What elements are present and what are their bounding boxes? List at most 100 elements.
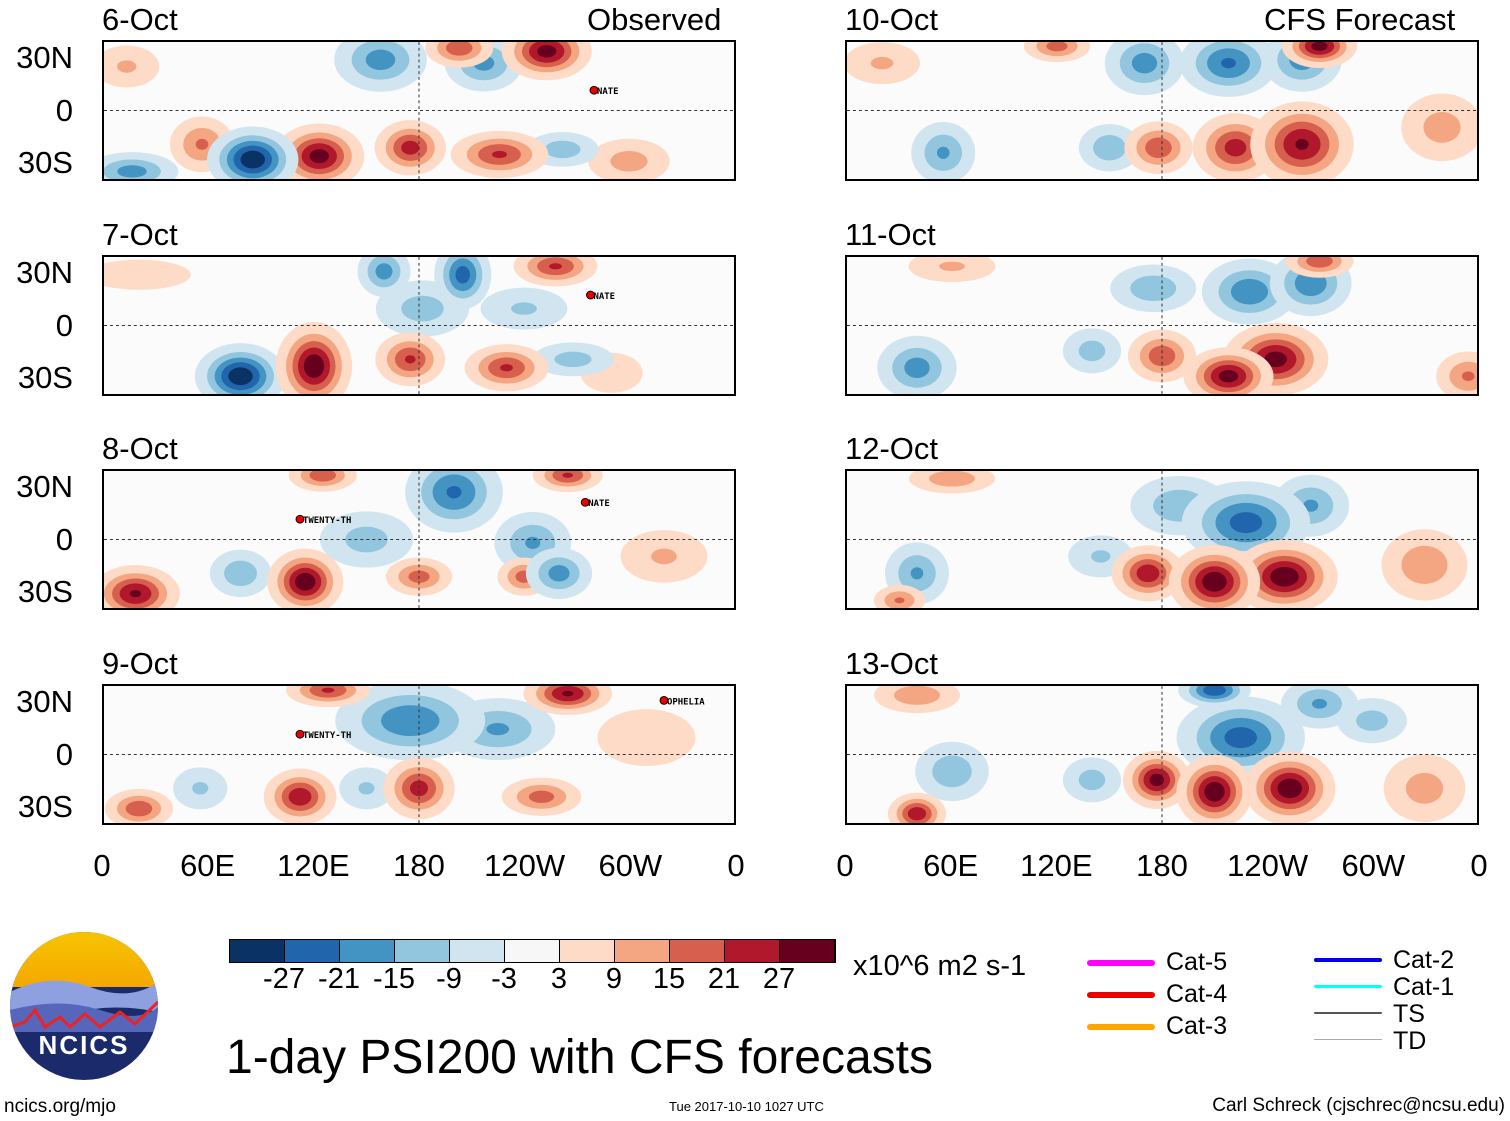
lon-label: 180 [393, 848, 445, 883]
lon-label: 60E [180, 848, 236, 883]
map-panel [845, 40, 1479, 181]
anomaly-contour [932, 755, 972, 788]
lat-label: 30N [16, 255, 73, 291]
anomaly-contour [309, 471, 337, 482]
anomaly-contour [1264, 351, 1287, 368]
lat-label: 30N [16, 684, 73, 720]
colorbar-tick-label: -3 [491, 963, 517, 995]
units-label: x10^6 m2 s-1 [853, 950, 1027, 982]
panel-date: 9-Oct [102, 646, 178, 681]
site-link[interactable]: ncics.org/mjo [4, 1096, 116, 1117]
anomaly-contour [240, 150, 265, 169]
anomaly-contour [1221, 57, 1236, 69]
legend-line [1087, 992, 1155, 998]
anomaly-contour [1230, 278, 1269, 305]
author-credit: Carl Schreck (cjschrec@ncsu.edu) [1212, 1095, 1505, 1116]
map-panel: TWENTY-TH OPHELIA [102, 684, 736, 825]
lat-label: 30S [17, 144, 73, 180]
anomaly-contour [910, 567, 924, 580]
anomaly-contour [129, 589, 142, 598]
anomaly-contour [1277, 778, 1302, 799]
anomaly-contour [562, 690, 574, 697]
colorbar-tick-label: 15 [652, 963, 686, 995]
storm-marker [295, 729, 305, 739]
storm-marker [589, 85, 599, 95]
colorbar-swatch [340, 940, 395, 962]
anomaly-contour [1224, 727, 1258, 749]
anomaly-contour [1202, 571, 1227, 592]
legend-line [1314, 958, 1382, 962]
colorbar-swatch [505, 940, 560, 962]
storm-label: OPHELIA [667, 697, 705, 707]
storm-label: TWENTY-TH [303, 731, 351, 741]
anomaly-contour [597, 709, 696, 767]
anomaly-contour [486, 723, 510, 736]
panel-date: 8-Oct [102, 431, 178, 466]
anomaly-contour [544, 140, 581, 159]
anomaly-contour [358, 782, 375, 795]
colorbar-swatch [230, 940, 285, 962]
anomaly-contour [928, 471, 976, 487]
legend-label: TS [1393, 1000, 1425, 1028]
anomaly-contour [1405, 772, 1444, 804]
anomaly-contour [651, 548, 677, 565]
lon-label: 180 [1136, 848, 1188, 883]
anomaly-contour [904, 357, 930, 378]
anomaly-contour [1130, 275, 1177, 302]
colorbar-swatch [560, 940, 615, 962]
panel-date: 11-Oct [845, 217, 936, 252]
colorbar-tick-label: 27 [762, 963, 796, 995]
lat-label: 30N [16, 40, 73, 76]
lon-label: 120E [277, 848, 350, 883]
anomaly-contour [445, 42, 473, 56]
anomaly-contour [936, 146, 950, 159]
anomaly-contour [321, 687, 335, 693]
anomaly-contour [1093, 134, 1126, 161]
lat-label: 0 [55, 307, 73, 343]
anomaly-contour [1303, 499, 1319, 512]
anomaly-contour [117, 60, 137, 73]
logo-text: NCICS [38, 1030, 130, 1060]
colorbar-tick-label: 21 [707, 963, 741, 995]
anomaly-contour [1423, 112, 1461, 143]
anomaly-contour [528, 790, 555, 803]
legend-label: Cat-2 [1393, 946, 1455, 974]
anomaly-contour [1136, 564, 1160, 583]
anomaly-contour [401, 295, 444, 322]
anomaly-contour [492, 150, 507, 159]
lon-label: 0 [836, 848, 854, 883]
anomaly-contour [224, 560, 257, 587]
colorbar-swatch [780, 940, 835, 962]
timestamp: Tue 2017-10-10 1027 UTC [669, 1099, 824, 1114]
anomaly-contour [549, 263, 562, 270]
legend-line [1314, 1012, 1382, 1014]
colorbar-swatch [670, 940, 725, 962]
legend-label: Cat-1 [1393, 973, 1455, 1001]
observed-header: Observed [587, 2, 722, 37]
colorbar-swatch [450, 940, 505, 962]
anomaly-contour [309, 149, 329, 164]
anomaly-contour [195, 138, 209, 150]
anomaly-contour [1203, 686, 1226, 696]
lon-label: 60E [923, 848, 979, 883]
map-panel: TWENTY-TH NATE [102, 469, 736, 610]
anomaly-contour [303, 354, 325, 378]
legend-label: Cat-5 [1166, 948, 1228, 976]
anomaly-contour [381, 705, 440, 737]
lon-label: 0 [1470, 848, 1488, 883]
lon-label: 120W [1227, 848, 1309, 883]
lat-label: 30S [17, 573, 73, 609]
lat-label: 0 [55, 92, 73, 128]
anomaly-contour [1270, 566, 1299, 587]
ncics-logo: NCICS [10, 932, 158, 1080]
anomaly-contour [500, 364, 513, 372]
anomaly-contour [1148, 345, 1176, 367]
anomaly-contour [537, 45, 557, 58]
legend-line [1314, 985, 1382, 988]
anomaly-contour [1149, 773, 1164, 787]
legend-label: Cat-3 [1166, 1012, 1228, 1040]
anomaly-contour [1311, 42, 1328, 51]
colorbar-swatch [285, 940, 340, 962]
lon-label: 0 [727, 848, 745, 883]
